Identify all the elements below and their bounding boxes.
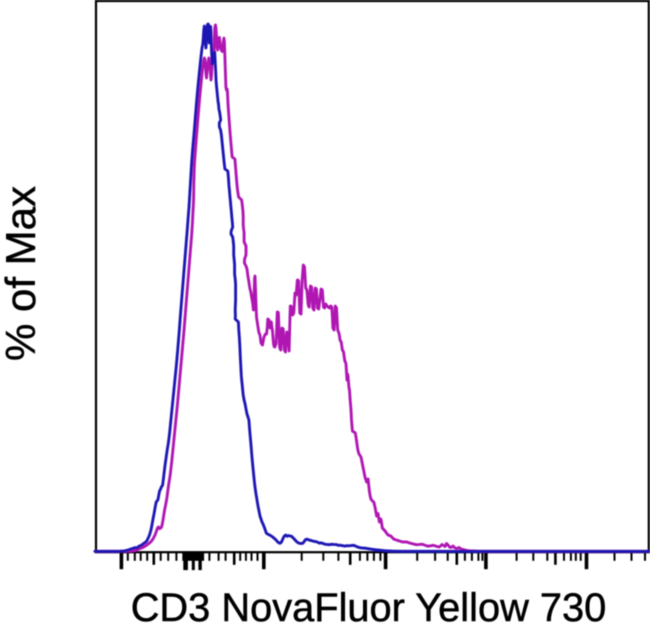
svg-text:CD3 NovaFluor Yellow 730: CD3 NovaFluor Yellow 730	[131, 586, 607, 630]
svg-text:% of Max: % of Max	[0, 186, 44, 361]
